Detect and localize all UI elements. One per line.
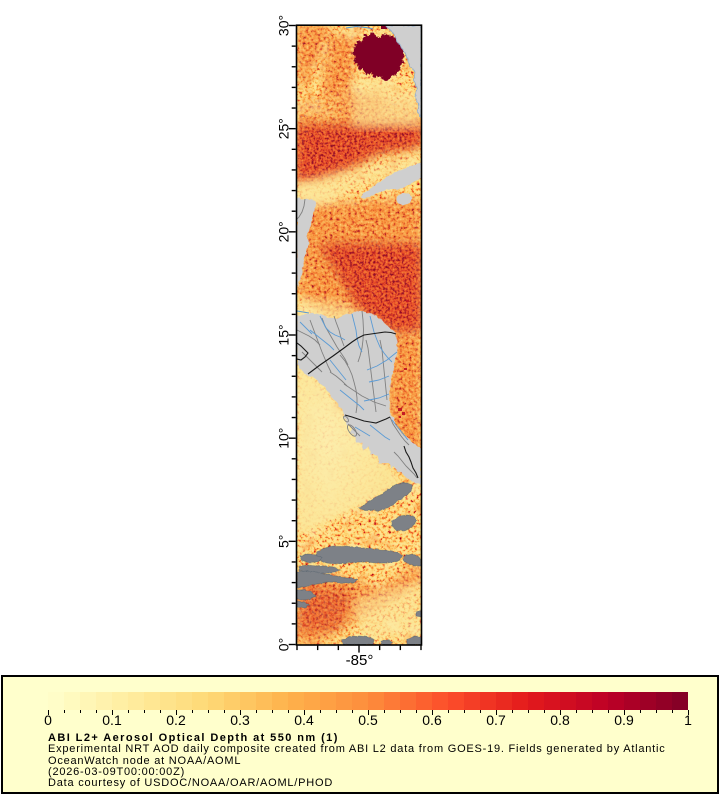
svg-text:30°: 30° bbox=[276, 15, 292, 36]
svg-text:15°: 15° bbox=[276, 324, 292, 345]
svg-text:10°: 10° bbox=[276, 428, 292, 449]
svg-text:20°: 20° bbox=[276, 221, 292, 242]
svg-text:-85°: -85° bbox=[346, 652, 374, 669]
svg-text:5°: 5° bbox=[276, 535, 292, 548]
svg-text:25°: 25° bbox=[276, 118, 292, 139]
svg-text:0°: 0° bbox=[276, 638, 292, 651]
